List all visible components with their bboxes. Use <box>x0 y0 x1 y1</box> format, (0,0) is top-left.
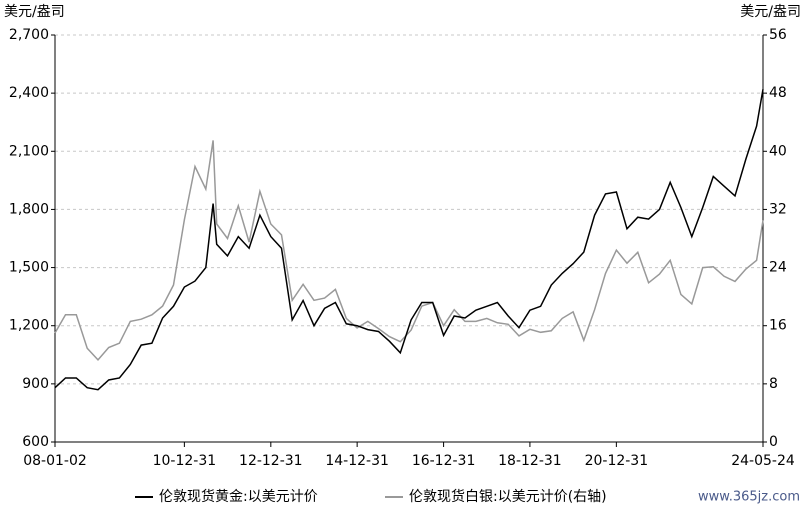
y2-axis-label: 美元/盎司 <box>740 4 801 20</box>
y-tick-label: 900 <box>22 376 49 392</box>
y-tick-label: 1,500 <box>9 260 49 276</box>
y2-tick-label: 32 <box>769 201 787 217</box>
x-tick-label: 20-12-31 <box>585 453 649 469</box>
legend-label: 伦敦现货黄金:以美元计价 <box>159 488 318 505</box>
x-tick-label: 18-12-31 <box>498 453 562 469</box>
x-tick-label: 14-12-31 <box>325 453 389 469</box>
x-tick-label: 12-12-31 <box>239 453 303 469</box>
x-tick-label: 10-12-31 <box>153 453 217 469</box>
y-tick-label: 1,200 <box>9 318 49 334</box>
y-axis-label: 美元/盎司 <box>4 4 65 20</box>
y2-tick-label: 40 <box>769 143 787 159</box>
x-tick-label: 08-01-02 <box>23 453 87 469</box>
y-tick-label: 2,700 <box>9 27 49 43</box>
y-tick-label: 1,800 <box>9 201 49 217</box>
legend-label: 伦敦现货白银:以美元计价(右轴) <box>409 488 607 505</box>
y2-tick-label: 0 <box>769 434 778 450</box>
y-tick-label: 2,100 <box>9 143 49 159</box>
y2-tick-label: 16 <box>769 318 787 334</box>
x-tick-label: 16-12-31 <box>412 453 476 469</box>
series-line <box>54 89 764 391</box>
y2-tick-label: 8 <box>769 376 778 392</box>
y2-tick-label: 24 <box>769 260 787 276</box>
y2-tick-label: 48 <box>769 85 787 101</box>
y2-tick-label: 56 <box>769 27 787 43</box>
watermark: www.365jz.com <box>698 490 800 505</box>
y-tick-label: 600 <box>22 434 49 450</box>
x-tick-label: 24-05-24 <box>731 453 795 469</box>
y-tick-label: 2,400 <box>9 85 49 101</box>
